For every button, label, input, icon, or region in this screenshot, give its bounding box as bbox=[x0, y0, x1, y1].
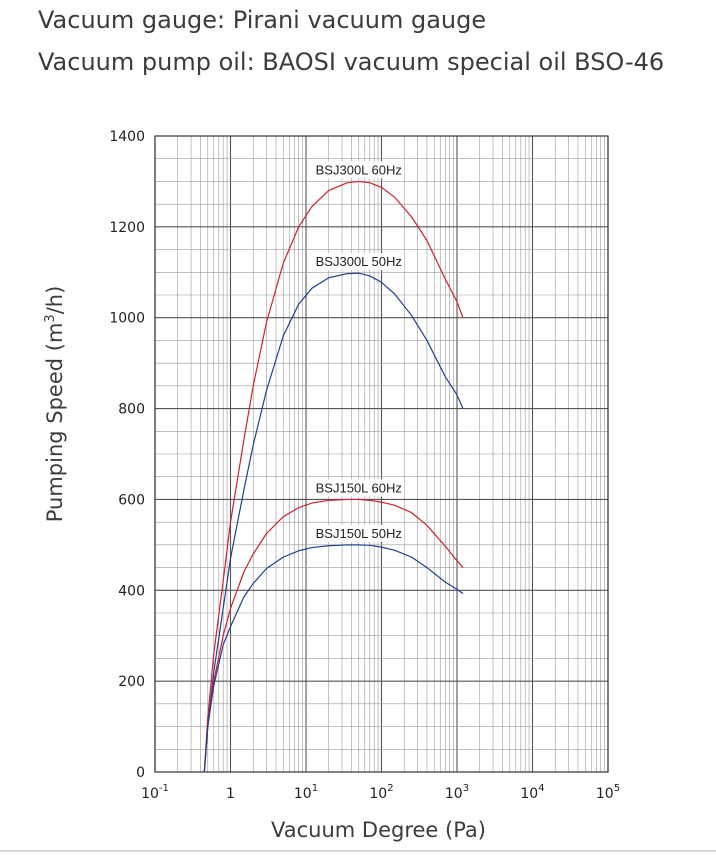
x-tick-label: 103 bbox=[445, 783, 469, 802]
curve-label: BSJ150L 50Hz bbox=[316, 526, 402, 541]
y-tick-label: 1000 bbox=[109, 311, 145, 327]
series-line-1 bbox=[203, 272, 464, 773]
grid bbox=[154, 135, 609, 773]
series-layer bbox=[203, 180, 464, 773]
series-line-2 bbox=[203, 498, 464, 773]
y-axis-title: Pumping Speed (m3/h) bbox=[43, 286, 67, 523]
y-tick-label: 0 bbox=[136, 765, 145, 781]
curve-label: BSJ150L 60Hz bbox=[316, 480, 402, 495]
curve-label: BSJ300L 50Hz bbox=[316, 254, 402, 269]
x-axis-title: Vacuum Degree (Pa) bbox=[271, 818, 486, 842]
y-tick-label: 1200 bbox=[109, 220, 145, 236]
x-tick-label: 102 bbox=[369, 783, 393, 802]
y-tick-label: 200 bbox=[118, 674, 145, 690]
y-tick-label: 1400 bbox=[109, 129, 145, 145]
series-line-0 bbox=[203, 180, 464, 773]
header-oil-text: Vacuum pump oil: BAOSI vacuum special oi… bbox=[38, 48, 665, 76]
bottom-divider bbox=[0, 850, 716, 852]
y-tick-label: 800 bbox=[118, 402, 145, 418]
plot-frame bbox=[154, 135, 609, 773]
curve-label-bg bbox=[313, 253, 404, 271]
x-tick-label: 105 bbox=[596, 783, 620, 802]
curve-label-bg bbox=[313, 524, 404, 542]
y-tick-label: 600 bbox=[118, 492, 145, 508]
curve-label-bg bbox=[313, 479, 404, 497]
x-tick-label: 10-1 bbox=[141, 783, 169, 802]
series-line-3 bbox=[203, 544, 464, 773]
y-tick-label: 400 bbox=[118, 583, 145, 599]
annotation-layer: BSJ300L 60Hz BSJ300L 50Hz BSJ150L 60Hz BSJ1… bbox=[313, 161, 404, 542]
header-gauge-text: Vacuum gauge: Pirani vacuum gauge bbox=[38, 6, 487, 34]
x-tick-label: 104 bbox=[520, 783, 544, 802]
x-tick-label: 101 bbox=[294, 783, 318, 802]
axis-layer: 0 200 400 600 800 1000 1200 1400 10-1 1 101 102 103 1… bbox=[43, 129, 620, 842]
curve-label: BSJ300L 60Hz bbox=[316, 162, 402, 177]
x-tick-label: 1 bbox=[226, 786, 235, 802]
curve-label-bg bbox=[313, 161, 404, 179]
